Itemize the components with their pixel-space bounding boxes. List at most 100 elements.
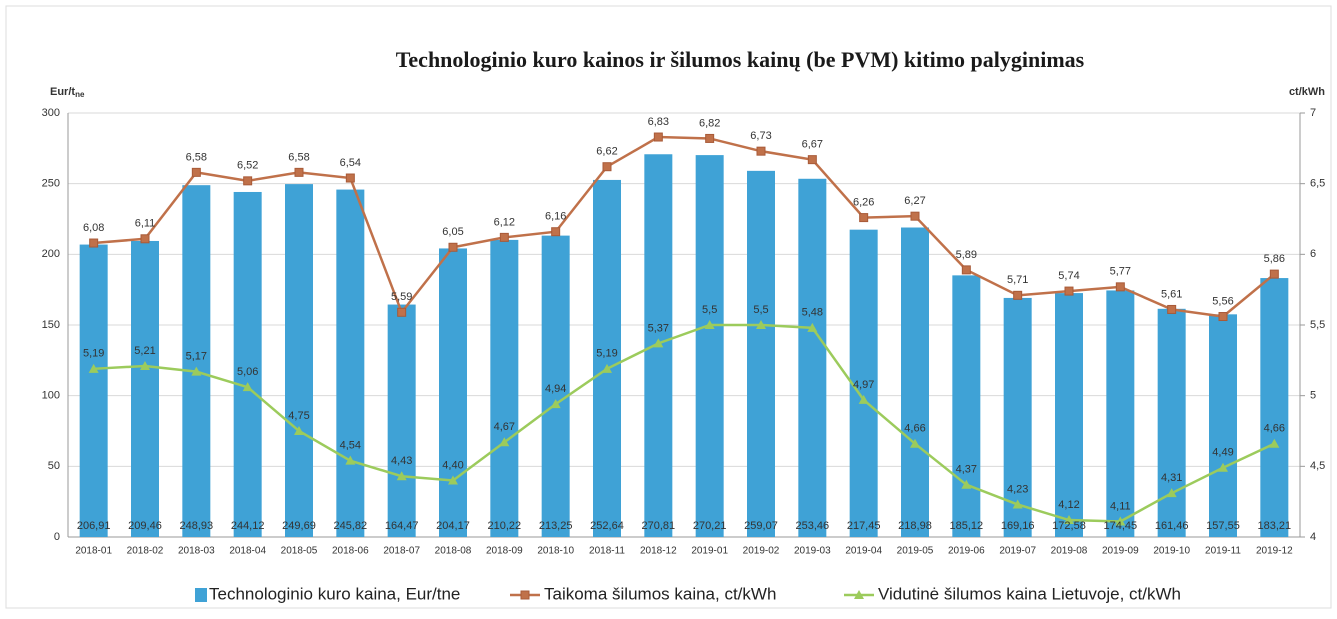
data-label: 5,89: [956, 249, 977, 261]
line-marker: [1115, 282, 1125, 292]
data-label: 210,22: [488, 520, 522, 532]
line-marker: [191, 366, 202, 376]
x-tick-label: 2018-02: [127, 546, 164, 557]
line-marker: [910, 211, 920, 221]
data-label: 206,91: [77, 520, 111, 532]
bar: [490, 239, 519, 537]
bar: [79, 244, 108, 537]
line-marker: [294, 426, 304, 435]
line-marker: [499, 232, 509, 242]
data-label: 6,16: [545, 211, 566, 223]
line-marker: [1064, 286, 1074, 296]
line-marker: [448, 475, 458, 485]
x-tick-label: 2019-07: [999, 546, 1036, 557]
bar: [695, 155, 724, 537]
data-label: 259,07: [744, 520, 778, 532]
data-label: 169,16: [1001, 520, 1035, 532]
line-marker: [704, 320, 715, 329]
line: [93, 323, 1275, 523]
y2-tick-label: 4,5: [1310, 460, 1325, 472]
data-label: 4,37: [956, 464, 977, 476]
data-label: 157,55: [1206, 520, 1240, 532]
y2-tick-label: 6: [1310, 248, 1316, 260]
line-marker: [345, 173, 355, 183]
data-label: 5,48: [802, 307, 823, 319]
data-label: 5,19: [83, 348, 104, 360]
data-label: 5,19: [596, 348, 617, 360]
data-label: 4,12: [1058, 499, 1079, 511]
x-tick-label: 2019-02: [743, 546, 780, 557]
data-label: 4,31: [1161, 472, 1182, 484]
data-label: 6,82: [699, 117, 720, 129]
y2-axis-label: ct/kWh: [1289, 86, 1325, 98]
line-marker: [859, 213, 869, 223]
bar: [387, 304, 416, 537]
bar: [131, 240, 159, 537]
line-marker: [1218, 462, 1228, 472]
line-marker: [448, 242, 458, 252]
bar: [798, 178, 827, 537]
line-marker: [807, 155, 817, 165]
line-marker: [499, 437, 510, 447]
data-label: 4,43: [391, 455, 412, 467]
data-label: 5,56: [1212, 295, 1233, 307]
data-label: 245,82: [334, 520, 368, 532]
bar: [1106, 290, 1135, 537]
line-marker: [88, 363, 99, 373]
line-marker: [1013, 290, 1023, 300]
data-label: 5,17: [186, 351, 207, 363]
data-label: 4,94: [545, 383, 566, 395]
data-label: 270,21: [693, 520, 727, 532]
y-axis-label: Eur/tne: [50, 86, 85, 99]
line-marker: [1218, 312, 1228, 322]
data-label: 172,58: [1052, 520, 1086, 532]
data-label: 6,52: [237, 160, 258, 172]
line: [93, 135, 1276, 318]
x-tick-label: 2018-03: [178, 546, 215, 557]
line-marker: [89, 238, 99, 248]
data-label: 270,81: [642, 520, 676, 532]
x-tick-label: 2018-10: [537, 546, 574, 557]
data-label: 249,69: [282, 520, 316, 532]
line-marker: [961, 265, 971, 275]
data-label: 6,67: [802, 139, 823, 151]
line-marker: [705, 133, 715, 143]
line-marker: [756, 146, 766, 156]
line-marker: [1166, 488, 1177, 498]
line-marker: [1115, 516, 1126, 526]
x-tick-label: 2019-11: [1205, 546, 1241, 557]
data-label: 5,71: [1007, 274, 1028, 286]
bar: [952, 275, 981, 537]
line-marker: [602, 162, 612, 172]
x-tick-label: 2018-06: [332, 546, 369, 557]
x-tick-label: 2019-06: [948, 546, 985, 557]
line-marker: [807, 322, 818, 332]
line-marker: [858, 394, 869, 404]
data-label: 4,97: [853, 379, 874, 391]
line-marker: [653, 338, 664, 348]
data-label: 4,11: [1110, 500, 1131, 512]
data-label: 5,86: [1264, 253, 1285, 265]
bar: [1209, 314, 1237, 537]
data-label: 244,12: [231, 520, 265, 532]
data-label: 174,45: [1104, 520, 1138, 532]
data-label: 6,05: [442, 226, 463, 238]
data-label: 4,66: [1264, 423, 1285, 435]
line-marker: [1269, 438, 1280, 448]
data-label: 4,66: [904, 423, 925, 435]
y2-tick-label: 5,5: [1310, 319, 1325, 331]
y-tick-label: 300: [42, 107, 60, 119]
data-label: 253,46: [796, 520, 830, 532]
x-tick-label: 2019-01: [691, 546, 728, 557]
bar: [1003, 297, 1032, 537]
data-label: 6,62: [596, 146, 617, 158]
line-marker: [520, 590, 530, 600]
bar: [182, 185, 211, 537]
line-marker: [1012, 499, 1023, 509]
data-label: 4,67: [494, 421, 515, 433]
data-label: 5,06: [237, 366, 258, 378]
data-label: 6,11: [135, 218, 156, 230]
data-label: 5,5: [753, 304, 768, 316]
line-marker: [550, 399, 561, 409]
